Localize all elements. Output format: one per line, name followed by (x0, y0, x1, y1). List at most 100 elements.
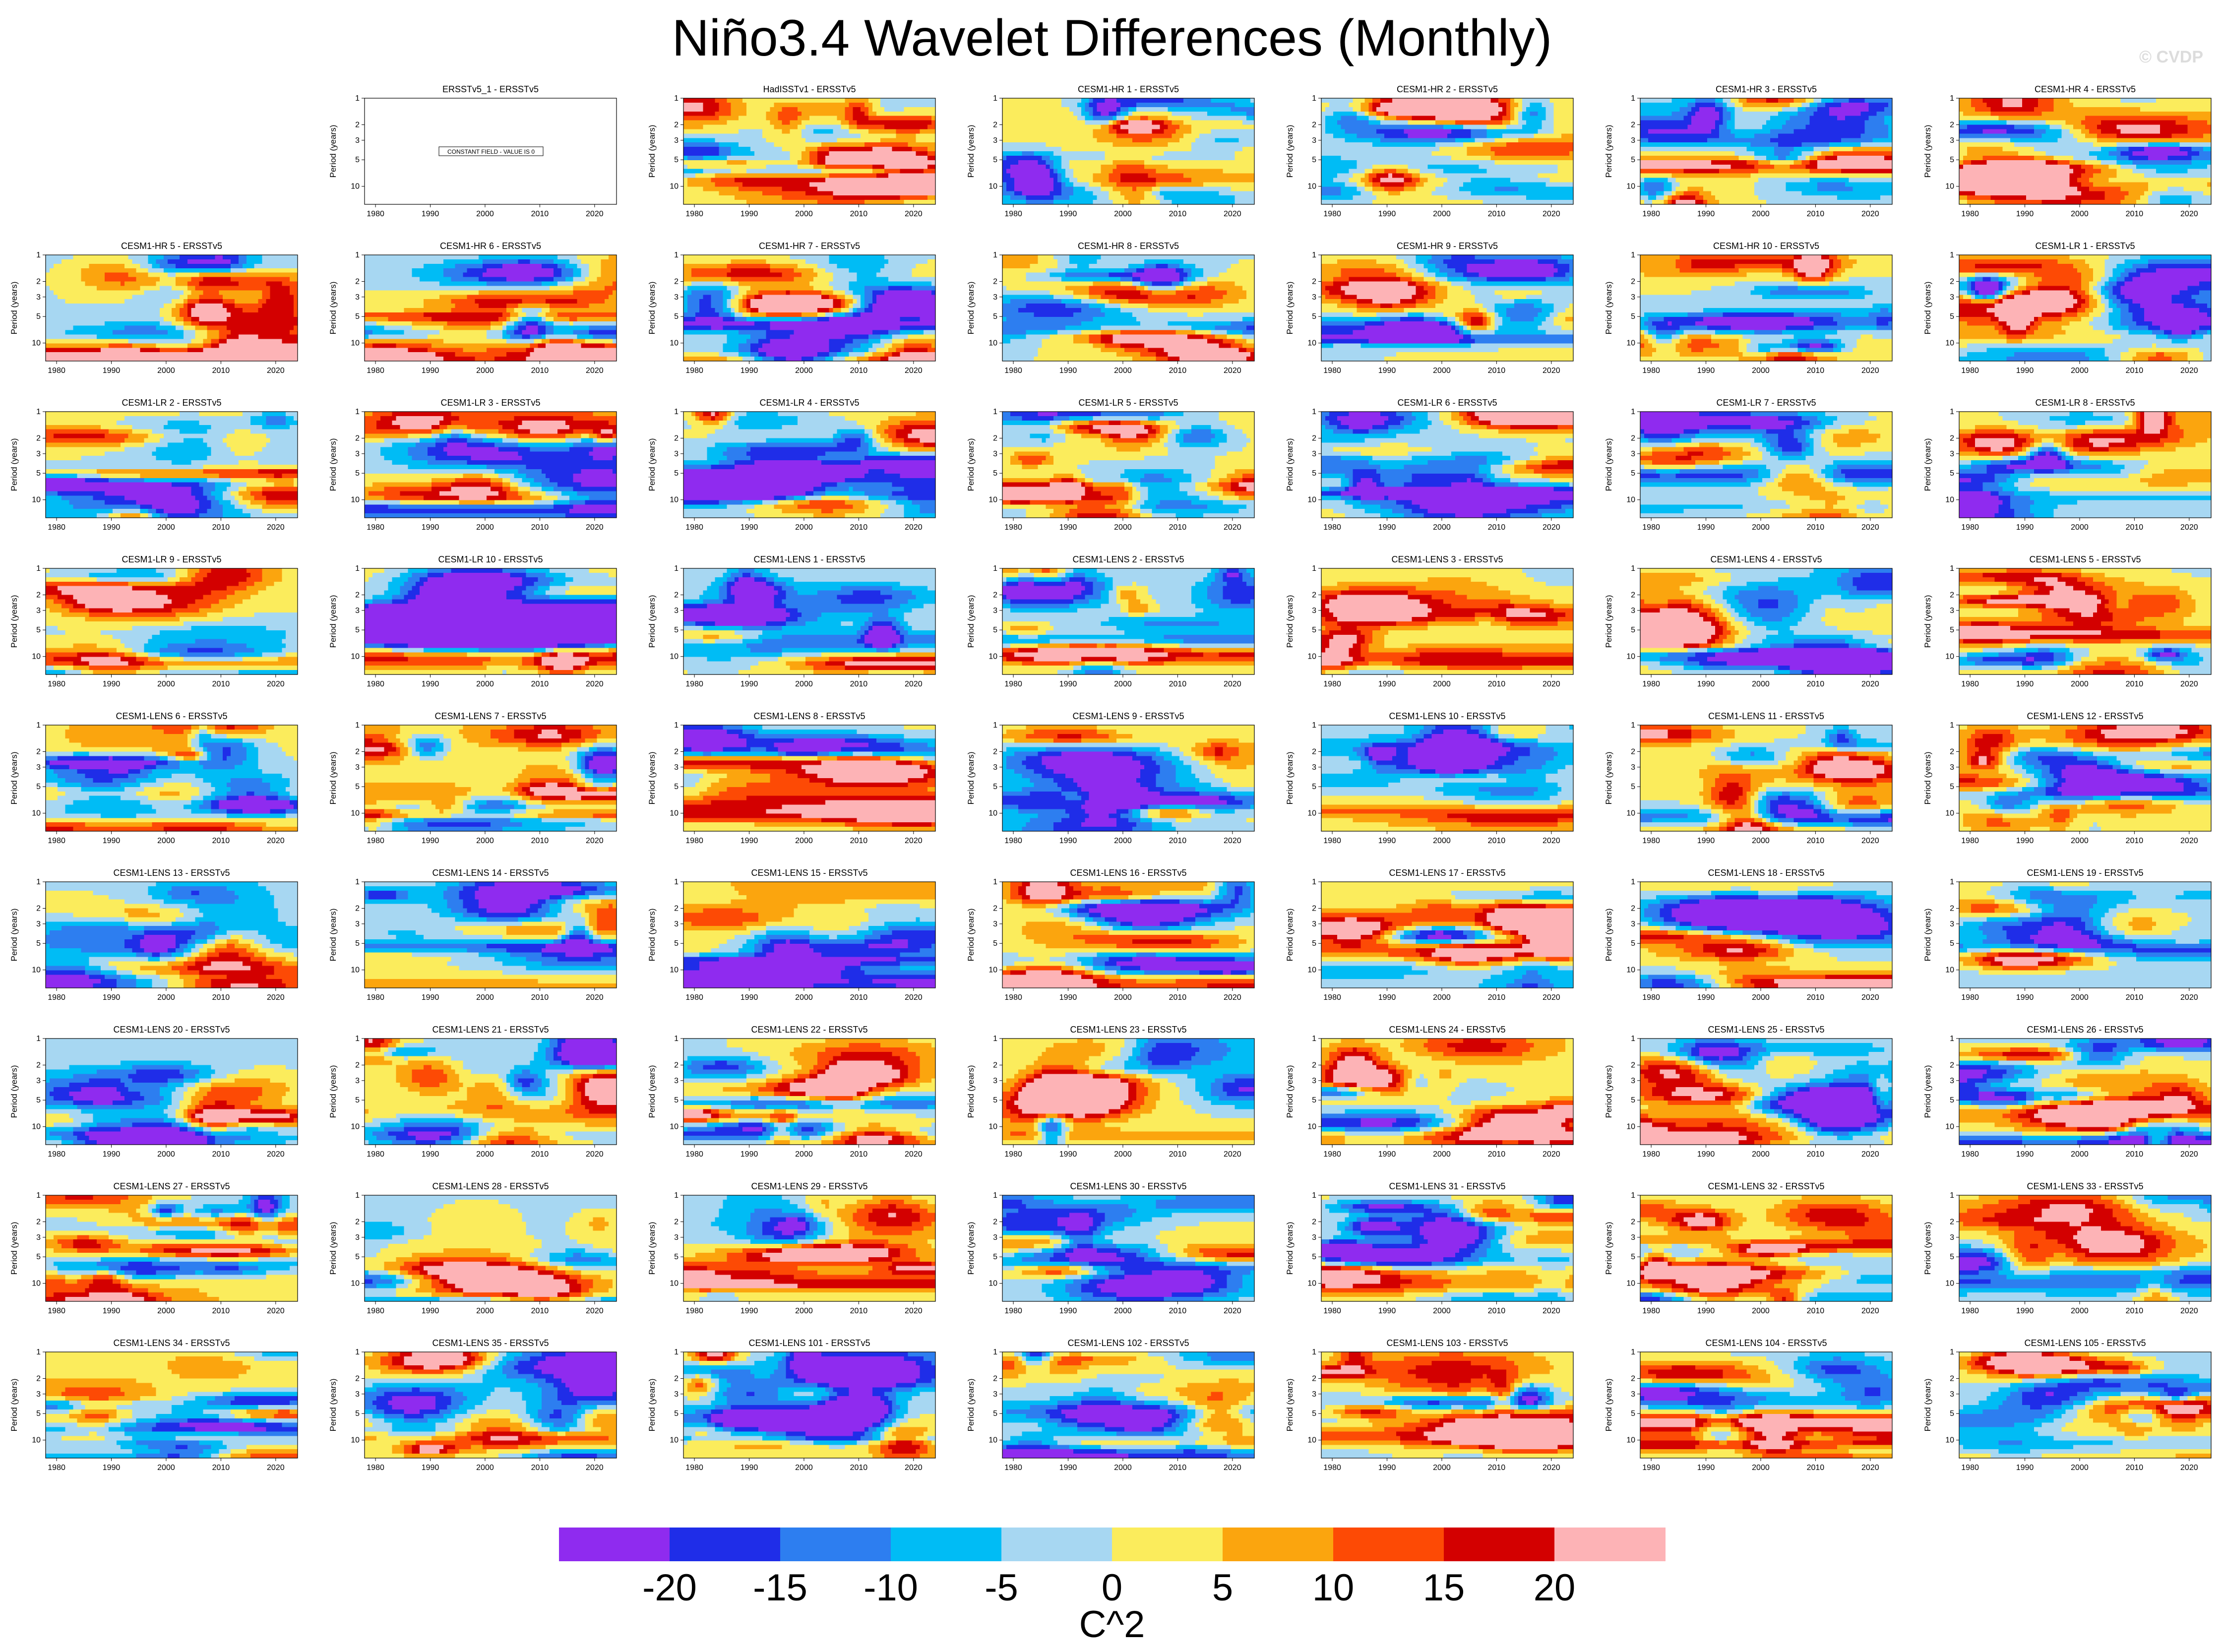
contour-cell (1711, 103, 1716, 108)
contour-cell (1168, 138, 1172, 143)
contour-cell (817, 133, 822, 138)
contour-cell (1463, 165, 1468, 170)
contour-cell (1341, 156, 1346, 161)
contour-cell (857, 195, 861, 200)
contour-cell (766, 133, 771, 138)
contour-cell (762, 186, 767, 191)
contour-cell (1479, 142, 1483, 147)
contour-cell (1235, 191, 1239, 196)
contour-cell (1514, 151, 1519, 156)
contour-cell (1711, 112, 1716, 117)
contour-cell (1538, 182, 1543, 187)
contour-cell (1207, 165, 1212, 170)
contour-cell (892, 116, 897, 121)
contour-cell (912, 129, 916, 134)
contour-cell (786, 116, 790, 121)
contour-cell (1538, 186, 1543, 191)
contour-cell (1443, 182, 1448, 187)
contour-cell (1069, 200, 1074, 205)
x-tick-label: 1990 (1378, 210, 1396, 218)
contour-cell (782, 112, 786, 117)
contour-cell (900, 186, 905, 191)
contour-cell (1164, 182, 1168, 187)
contour-cell (1175, 165, 1180, 170)
contour-cell (1235, 200, 1239, 205)
contour-cell (857, 107, 861, 112)
contour-cell (837, 156, 842, 161)
contour-cell (1490, 103, 1495, 108)
contour-cell (1211, 142, 1216, 147)
contour-cell (876, 129, 881, 134)
contour-cell (1656, 112, 1661, 117)
contour-cell (912, 142, 916, 147)
contour-cell (876, 107, 881, 112)
contour-cell (1372, 191, 1377, 196)
contour-cell (900, 112, 905, 117)
contour-cell (1140, 191, 1145, 196)
contour-cell (766, 116, 771, 121)
contour-cell (1423, 169, 1428, 174)
contour-cell (1227, 182, 1231, 187)
contour-cell (1412, 121, 1417, 125)
contour-cell (853, 169, 857, 174)
contour-cell (900, 107, 905, 112)
contour-cell (1384, 151, 1389, 156)
contour-cell (1817, 98, 1822, 103)
contour-cell (723, 98, 727, 103)
contour-cell (845, 107, 849, 112)
contour-cell (766, 112, 771, 117)
contour-cell (908, 165, 912, 170)
wavelet-panel: HadISSTv1 - ERSSTv5 1 2 3 5 10 1980 1990 2000 201… (638, 78, 948, 233)
contour-cell (1490, 160, 1495, 165)
contour-cell (1813, 98, 1818, 103)
contour-cell (1534, 142, 1539, 147)
contour-cell (1010, 98, 1015, 103)
contour-cell (1463, 182, 1468, 187)
contour-cell (1038, 112, 1042, 117)
contour-cell (1549, 195, 1554, 200)
contour-cell (1223, 160, 1228, 165)
contour-cell (1542, 121, 1546, 125)
contour-cell (782, 195, 786, 200)
contour-cell (1372, 195, 1377, 200)
contour-cell (1494, 160, 1499, 165)
contour-cell (715, 151, 720, 156)
y-tick-label: 2 (355, 121, 360, 129)
contour-cell (1431, 121, 1436, 125)
contour-cell (786, 151, 790, 156)
contour-cell (727, 133, 731, 138)
contour-cell (1364, 191, 1369, 196)
contour-cell (1412, 160, 1417, 165)
contour-cell (1431, 174, 1436, 179)
contour-cell (1164, 112, 1168, 117)
contour-cell (1050, 195, 1054, 200)
contour-cell (742, 191, 747, 196)
contour-cell (1490, 200, 1495, 205)
contour-cell (742, 121, 747, 125)
contour-cell (782, 186, 786, 191)
contour-cell (1341, 165, 1346, 170)
contour-cell (1463, 116, 1468, 121)
contour-cell (1483, 142, 1487, 147)
contour-cell (1427, 160, 1432, 165)
contour-cell (1333, 178, 1338, 183)
contour-cell (1372, 98, 1377, 103)
contour-cell (1227, 178, 1231, 183)
contour-cell (1223, 133, 1228, 138)
contour-cell (805, 98, 810, 103)
contour-cell (1479, 191, 1483, 196)
contour-cell (1479, 112, 1483, 117)
contour-cell (1455, 142, 1460, 147)
contour-cell (809, 178, 814, 183)
contour-cell (1640, 98, 1645, 103)
contour-cell (1144, 129, 1149, 134)
contour-cell (900, 103, 905, 108)
contour-cell (1160, 125, 1165, 130)
contour-cell (1364, 125, 1369, 130)
contour-cell (1128, 160, 1133, 165)
contour-cell (1124, 186, 1129, 191)
contour-cell (1408, 195, 1413, 200)
contour-cell (1042, 191, 1046, 196)
contour-cell (1715, 112, 1720, 117)
contour-cell (770, 121, 775, 125)
